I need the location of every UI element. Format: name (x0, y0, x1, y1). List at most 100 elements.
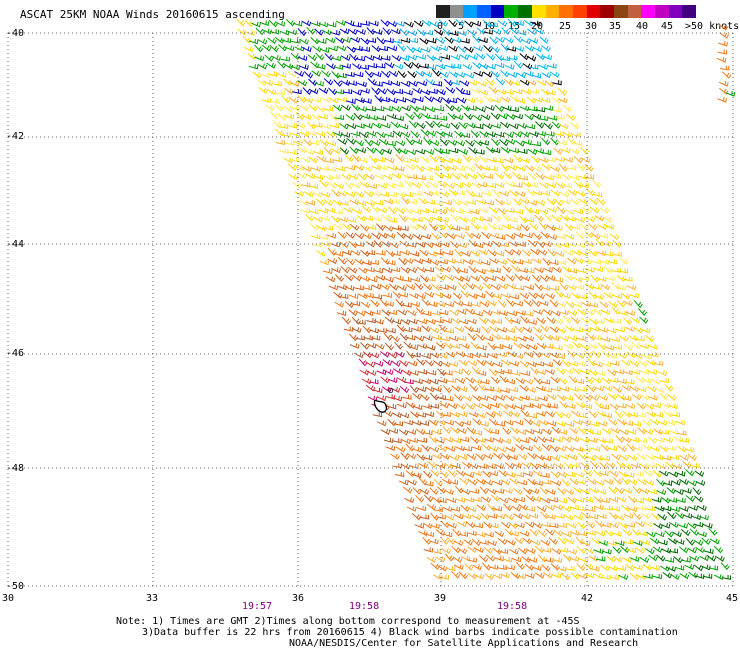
wind-barb (524, 164, 535, 172)
wind-barb (640, 539, 650, 546)
wind-barb (278, 123, 288, 129)
wind-barb (472, 378, 483, 385)
wind-barb (431, 548, 441, 554)
wind-barb (395, 446, 406, 453)
wind-barb (330, 215, 341, 223)
wind-barb (489, 429, 499, 435)
wind-barb (556, 233, 567, 240)
wind-barb (625, 326, 635, 332)
wind-barb (479, 379, 490, 385)
wind-barb (513, 300, 523, 307)
wind-barb (500, 43, 510, 52)
wind-barb (356, 214, 367, 222)
wind-barb (395, 140, 406, 147)
wind-barb (603, 438, 613, 444)
wind-barb (369, 260, 379, 266)
wind-barb (569, 530, 580, 537)
wind-barb (371, 309, 381, 315)
lat-label-42: -42 (6, 131, 25, 142)
wind-barb (371, 283, 382, 290)
wind-barb (429, 487, 439, 495)
wind-barb (501, 213, 511, 222)
wind-barb (671, 479, 681, 486)
wind-barb (261, 97, 272, 104)
wind-barb (399, 412, 410, 419)
wind-barb (483, 453, 494, 460)
wind-barb (555, 353, 566, 360)
wind-barb (528, 344, 538, 351)
wind-barb (673, 556, 683, 564)
wind-barb (488, 166, 498, 172)
wind-barb (554, 131, 564, 137)
wind-barb (305, 173, 316, 180)
wind-barb (617, 353, 628, 359)
wind-barb (438, 231, 449, 239)
wind-barb (435, 130, 446, 138)
legend-swatch-7 (531, 5, 546, 18)
wind-barb (488, 368, 498, 377)
wind-barb (440, 164, 451, 172)
wind-barb (421, 310, 432, 317)
wind-barb (474, 215, 484, 222)
wind-barb (403, 233, 414, 240)
wind-barb (426, 38, 437, 44)
wind-barb (333, 223, 343, 231)
wind-barb (448, 335, 459, 342)
wind-barb (484, 200, 495, 206)
wind-barb (345, 231, 356, 239)
wind-barb (423, 217, 434, 224)
wind-barb (609, 512, 619, 520)
wind-barb (716, 56, 727, 63)
wind-barb (431, 232, 441, 241)
wind-barb (267, 37, 277, 45)
wind-barb (311, 166, 321, 172)
wind-barb (375, 274, 386, 281)
wind-barb (372, 216, 383, 222)
wind-barb (494, 555, 504, 562)
wind-barb (616, 565, 626, 572)
wind-barb (430, 45, 441, 52)
wind-barb (288, 174, 299, 181)
wind-barb (578, 250, 589, 257)
wind-barb (510, 411, 520, 418)
wind-barb (708, 527, 718, 536)
wind-barb (562, 104, 573, 113)
wind-barb (460, 504, 470, 512)
wind-barb (444, 36, 455, 44)
wind-barb (587, 478, 598, 486)
wind-barb (527, 200, 538, 206)
wind-barb (435, 410, 446, 418)
legend-swatch-4 (490, 5, 505, 18)
wind-barb (633, 471, 644, 477)
wind-barb (374, 148, 385, 156)
wind-barb (546, 514, 556, 520)
wind-barb (419, 249, 429, 257)
wind-barb (638, 531, 648, 537)
wind-barb (600, 308, 611, 315)
lat-label-48: -48 (6, 463, 25, 474)
wind-barb (318, 114, 328, 120)
wind-barb (552, 359, 563, 367)
wind-barb (597, 224, 608, 231)
wind-barb (410, 276, 421, 283)
wind-barb (368, 276, 378, 283)
wind-barb (376, 369, 387, 376)
wind-barb (354, 258, 365, 265)
wind-barb (533, 444, 543, 452)
wind-barb (405, 401, 416, 409)
wind-barb (405, 112, 415, 121)
wind-barb (577, 294, 587, 300)
wind-barb (424, 291, 435, 298)
wind-barb (601, 361, 612, 368)
wind-barb (494, 488, 505, 494)
wind-barb (508, 386, 518, 393)
wind-barb (455, 497, 466, 503)
wind-barb (431, 68, 441, 77)
wind-barb (397, 402, 407, 409)
wind-barb (457, 411, 468, 417)
wind-barb (423, 175, 434, 181)
wind-barb (573, 156, 584, 164)
footnote-line-3: NOAA/NESDIS/Center for Satellite Applica… (289, 638, 639, 649)
wind-barb (420, 47, 431, 53)
wind-barb (416, 412, 427, 418)
